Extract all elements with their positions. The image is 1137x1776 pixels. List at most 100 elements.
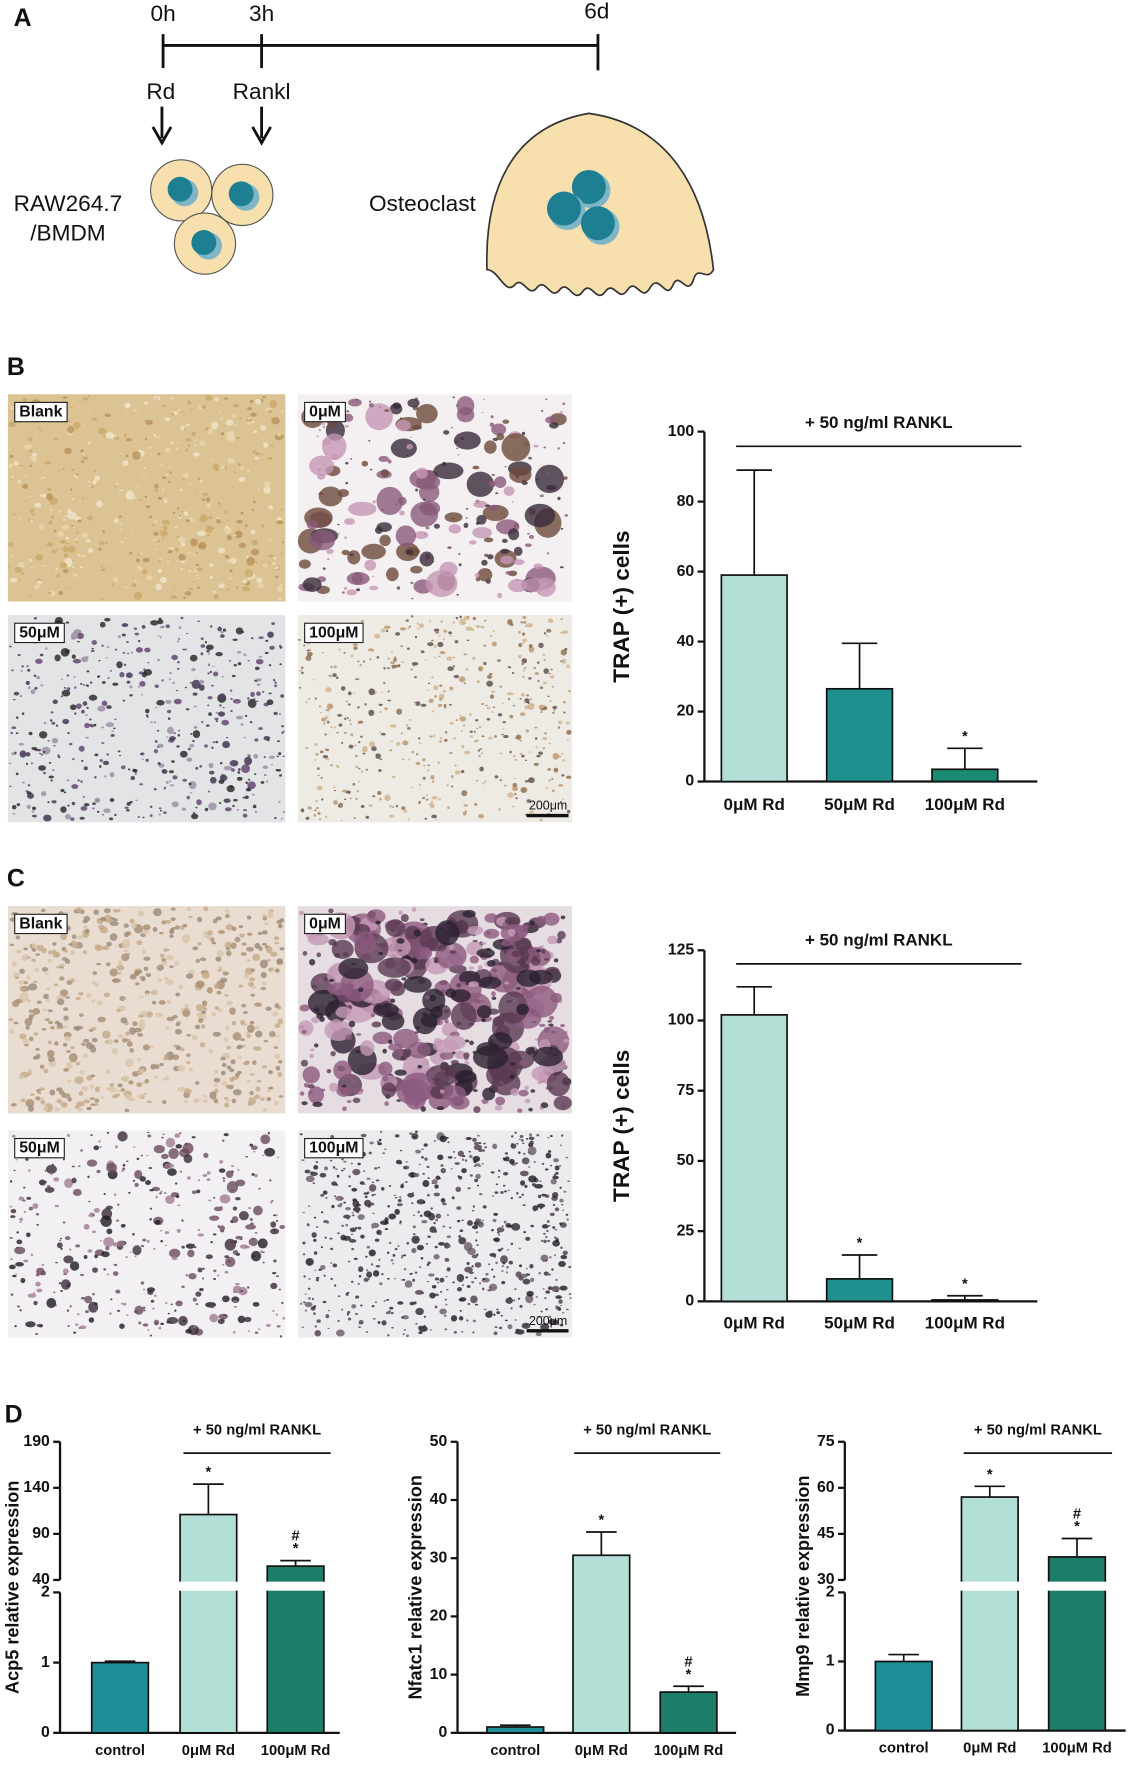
cell-stain <box>35 1096 41 1101</box>
cell-stain <box>55 1261 58 1264</box>
cell-stain <box>320 777 323 779</box>
cell-stain <box>91 485 94 488</box>
cell-stain <box>27 792 34 799</box>
cell-stain <box>307 1287 311 1290</box>
cell-stain <box>315 752 319 756</box>
cell-stain <box>466 1319 469 1322</box>
cell-stain <box>111 978 121 983</box>
cell-stain <box>547 1150 552 1153</box>
cell-stain <box>50 1026 55 1030</box>
cell-stain <box>144 495 148 498</box>
cell-stain <box>481 1287 485 1291</box>
cell-stain <box>263 481 271 488</box>
cells-icon <box>150 159 274 275</box>
cell-stain <box>403 1268 407 1271</box>
cell-stain <box>142 1044 150 1051</box>
cell-stain <box>139 1068 145 1073</box>
cell-stain <box>543 1026 550 1034</box>
cell-stain <box>114 1145 118 1149</box>
cell-stain <box>132 1232 135 1236</box>
cell-stain <box>261 1065 268 1069</box>
cell-stain <box>91 640 98 645</box>
cell-stain <box>217 711 226 717</box>
cell-stain <box>64 515 68 518</box>
cell-stain <box>217 969 222 972</box>
cell-stain <box>538 1272 541 1275</box>
cell-stain <box>35 953 41 956</box>
cell-stain <box>375 1179 380 1182</box>
cell-stain <box>219 1194 231 1204</box>
cell-stain <box>178 626 182 630</box>
cell-stain <box>215 956 222 962</box>
cell-stain <box>194 1024 201 1030</box>
cell-stain <box>351 1214 355 1217</box>
cell-stain <box>119 429 122 431</box>
significance-label: # <box>291 1529 299 1545</box>
cell-stain <box>130 532 133 535</box>
cell-stain <box>132 408 138 412</box>
cell-stain <box>140 1244 145 1248</box>
cell-stain <box>62 1158 66 1161</box>
cell-stain <box>189 791 193 794</box>
cell-stain <box>474 572 480 578</box>
cell-stain <box>464 1159 468 1162</box>
cell-stain <box>232 1285 242 1293</box>
cell-stain <box>482 1278 486 1281</box>
cell-stain <box>151 539 155 542</box>
cell-stain <box>94 776 97 779</box>
cell-stain <box>390 438 417 458</box>
significance-label: * <box>962 729 968 745</box>
cell-stain <box>59 1239 62 1242</box>
cell-stain <box>528 1133 533 1137</box>
cell-stain <box>57 756 61 759</box>
cell-stain <box>278 1288 282 1291</box>
cell-stain <box>197 1267 203 1273</box>
cell-stain <box>476 1184 480 1187</box>
cell-stain <box>502 728 505 730</box>
cell-stain <box>442 689 446 693</box>
cell-stain <box>553 958 559 963</box>
cell-stain <box>436 1018 443 1026</box>
cell-stain <box>88 694 98 701</box>
cell-stain <box>115 1093 121 1097</box>
cell-stain <box>230 942 237 949</box>
cell-stain <box>184 1007 190 1012</box>
cell-stain <box>413 701 416 704</box>
cell-stain <box>555 1295 562 1299</box>
cell-stain <box>256 1080 262 1083</box>
cell-stain <box>141 624 146 629</box>
cell-stain <box>523 701 527 704</box>
cell-stain <box>358 741 361 744</box>
cell-stain <box>489 504 499 512</box>
cell-stain <box>172 681 176 685</box>
cell-stain <box>406 1334 409 1338</box>
cell-stain <box>348 1175 351 1178</box>
cell-stain <box>352 1206 361 1212</box>
cell-stain <box>163 1166 166 1169</box>
label-box <box>14 913 68 935</box>
cell-stain <box>450 775 454 779</box>
cell-stain <box>209 563 214 567</box>
cell-stain <box>237 1044 243 1049</box>
cell-stain <box>468 540 477 545</box>
cell-stain <box>173 732 176 735</box>
cell-stain <box>222 1177 226 1180</box>
cell-stain <box>553 1095 572 1111</box>
cell-stain <box>136 1082 143 1087</box>
cell-stain <box>539 818 543 822</box>
y-tick-label: 10 <box>430 1666 448 1683</box>
cell-stain <box>72 658 82 664</box>
cell-stain <box>561 1312 565 1314</box>
cell-stain <box>169 965 174 968</box>
scale-bar-label: 200μm <box>529 799 567 813</box>
cell-stain <box>125 586 128 589</box>
cell-stain <box>256 691 261 696</box>
cell-stain <box>447 1141 450 1144</box>
cell-stain <box>33 617 37 620</box>
x-tick-label: 100μM Rd <box>925 795 1005 814</box>
cell-stain <box>189 654 198 662</box>
cell-stain <box>542 653 546 656</box>
cell-stain <box>34 584 40 590</box>
cell-stain <box>486 674 493 679</box>
cell-stain <box>501 1270 504 1272</box>
